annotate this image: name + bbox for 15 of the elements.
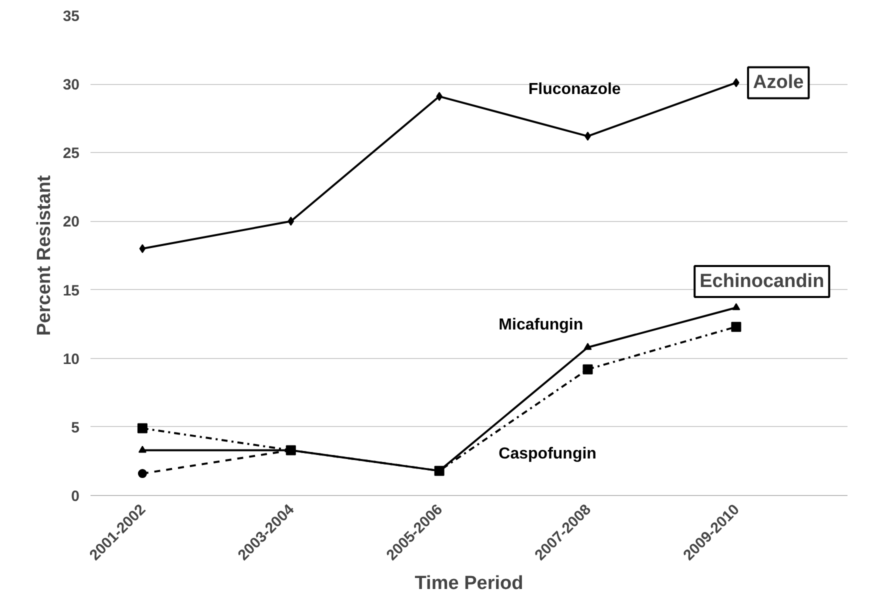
series-label: Fluconazole (528, 80, 621, 98)
annotation: Azole (753, 72, 804, 94)
y-tick-label: 25 (62, 145, 80, 162)
annotation: Echinocandin (700, 271, 824, 292)
y-tick-label: 5 (71, 419, 80, 436)
y-tick-label: 10 (62, 350, 80, 368)
y-tick-label: 15 (62, 282, 80, 300)
y-tick-label: 0 (71, 488, 80, 505)
y-tick-label: 35 (62, 8, 80, 25)
series-label: Micafungin (498, 316, 584, 334)
x-axis-title: Time Period (414, 572, 524, 594)
series-label: Caspofungin (498, 446, 596, 463)
y-tick-label: 30 (62, 76, 80, 94)
y-tick-label: 20 (62, 214, 80, 231)
y-axis-title: Percent Resistant (34, 174, 55, 336)
